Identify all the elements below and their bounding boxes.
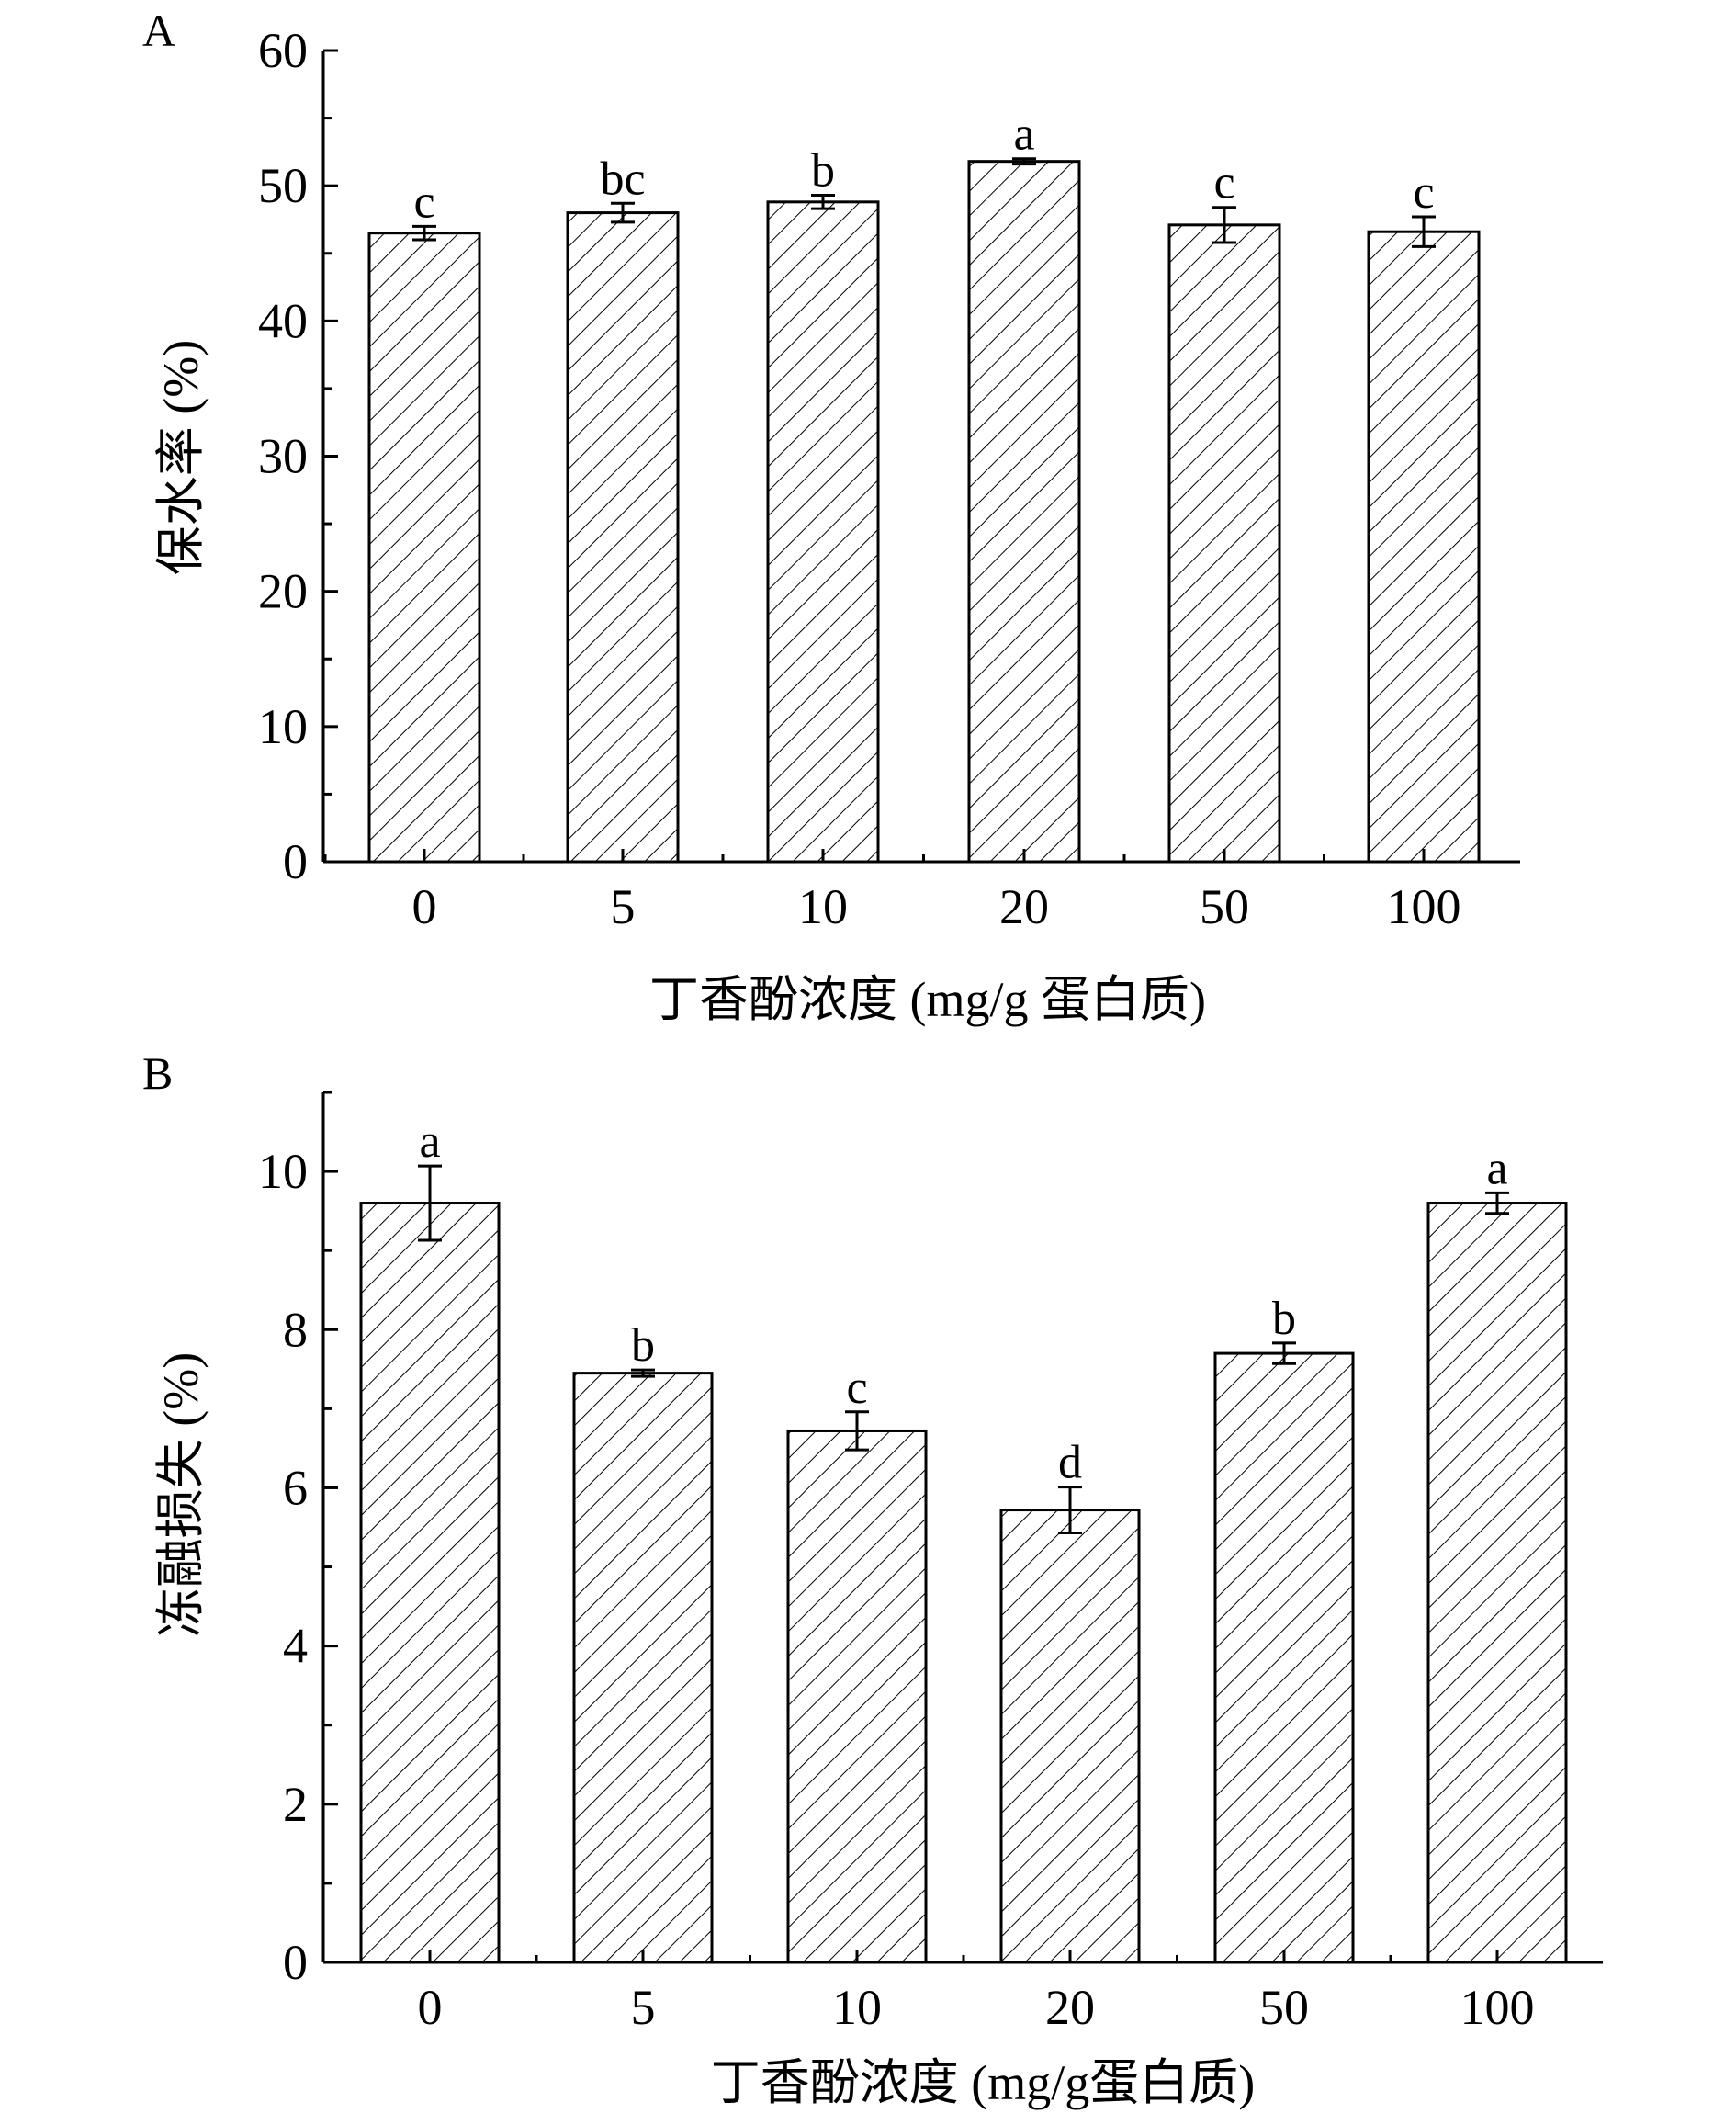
panel-b-significance-label: c: [846, 1362, 867, 1414]
panel-a-significance-label: c: [1213, 157, 1234, 209]
panel-b-y-tick-label: 8: [283, 1302, 308, 1357]
panel-a-significance-label: c: [1413, 166, 1434, 219]
panel-b-significance-label: b: [1272, 1293, 1296, 1345]
panel-b-bar: [1426, 1202, 1568, 1964]
panel-b-significance-label: b: [631, 1319, 655, 1372]
panel-a-significance-label: c: [413, 175, 434, 228]
panel-b-x-tick-label: 0: [418, 1980, 443, 2035]
panel-b-y-tick-label: 6: [283, 1460, 308, 1515]
panel-b-bar: [1213, 1351, 1355, 1964]
panel-a-xlabel: 丁香酚浓度 (mg/g 蛋白质): [649, 972, 1206, 1027]
panel-a-y-tick-label: 0: [283, 834, 308, 889]
panel-a-bar: [967, 160, 1081, 864]
panel-b-x-tick-label: 50: [1259, 1980, 1309, 2035]
panel-b-error-bar: [418, 1164, 442, 1242]
panel-b-y-tick-label: 4: [283, 1619, 308, 1674]
panel-b-y-tick-label: 2: [283, 1777, 308, 1832]
panel-a-significance-label: bc: [600, 153, 645, 205]
panel-a-error-bar: [811, 193, 835, 210]
panel-b-ylabel: 冻融损失 (%): [153, 1352, 209, 1637]
panel-a-bar: [1367, 230, 1481, 864]
panel-a-x-tick-label: 100: [1387, 879, 1461, 934]
panel-b-bar: [359, 1202, 501, 1964]
panel-a-y-tick-label: 40: [258, 293, 308, 348]
panel-a-error-bar: [1012, 157, 1036, 166]
panel-a-significance-label: a: [1013, 108, 1034, 161]
panel-a-error-bar: [611, 201, 635, 224]
panel-b-error-bar: [1272, 1341, 1296, 1365]
panel-b-significance-label: d: [1058, 1437, 1082, 1489]
panel-a-chart: A c bc b a c c 0 10 20 30 40 50 60 0 5 10 20 50 100 保水率 (…: [142, 5, 1520, 1027]
panel-b-error-bar: [1058, 1486, 1082, 1535]
panel-a-x-tick-label: 5: [611, 879, 636, 934]
panel-b-bars: a b c d b a: [359, 1115, 1568, 1964]
panel-b-significance-label: a: [419, 1115, 440, 1168]
panel-a-error-bar: [1212, 206, 1236, 244]
panel-a-error-bar: [412, 224, 436, 242]
panel-a-y-tick-label: 20: [258, 564, 308, 619]
panel-a-x-tick-label: 20: [999, 879, 1049, 934]
panel-b-significance-label: a: [1486, 1142, 1507, 1194]
panel-b-x-tick-label: 20: [1045, 1980, 1095, 2035]
panel-a-x-tick-label: 0: [412, 879, 437, 934]
panel-b-error-bar: [631, 1368, 655, 1378]
panel-a-y-tick-label: 50: [258, 158, 308, 213]
panel-b-x-tick-label: 10: [832, 1980, 882, 2035]
panel-a-x-tick-label: 50: [1200, 879, 1249, 934]
panel-b-xlabel: 丁香酚浓度 (mg/g蛋白质): [711, 2055, 1255, 2110]
panel-b-error-bar: [845, 1410, 869, 1452]
panel-b-y-tick-label: 10: [258, 1144, 308, 1199]
panel-a-bars: c bc b a c c: [367, 108, 1481, 864]
panel-a-y-tick-label: 30: [258, 429, 308, 484]
panel-a-y-tick-label: 60: [258, 23, 308, 78]
panel-a-y-tick-label: 10: [258, 699, 308, 754]
panel-b-y-tick-label: 0: [283, 1935, 308, 1990]
panel-a-significance-label: b: [811, 144, 835, 197]
panel-b-bar: [999, 1509, 1141, 1964]
panel-a-bar: [766, 200, 880, 864]
panel-b-bar: [572, 1372, 714, 1964]
panel-a-ylabel: 保水率 (%): [153, 340, 209, 575]
panel-b-error-bar: [1485, 1191, 1509, 1215]
panel-a-letter: A: [142, 5, 175, 56]
panel-a-axes: 0 10 20 30 40 50 60 0 5 10 20 50 100: [258, 23, 1520, 934]
panel-b-bar: [786, 1429, 928, 1964]
panel-a-x-tick-label: 10: [798, 879, 848, 934]
panel-a-bar: [1167, 223, 1281, 864]
panel-b-x-tick-label: 5: [631, 1980, 656, 2035]
panel-a-bar: [367, 232, 481, 864]
panel-b-x-tick-label: 100: [1460, 1980, 1535, 2035]
panel-a-bar: [566, 211, 680, 864]
panel-b-letter: B: [142, 1047, 173, 1099]
panel-a-error-bar: [1412, 215, 1436, 248]
